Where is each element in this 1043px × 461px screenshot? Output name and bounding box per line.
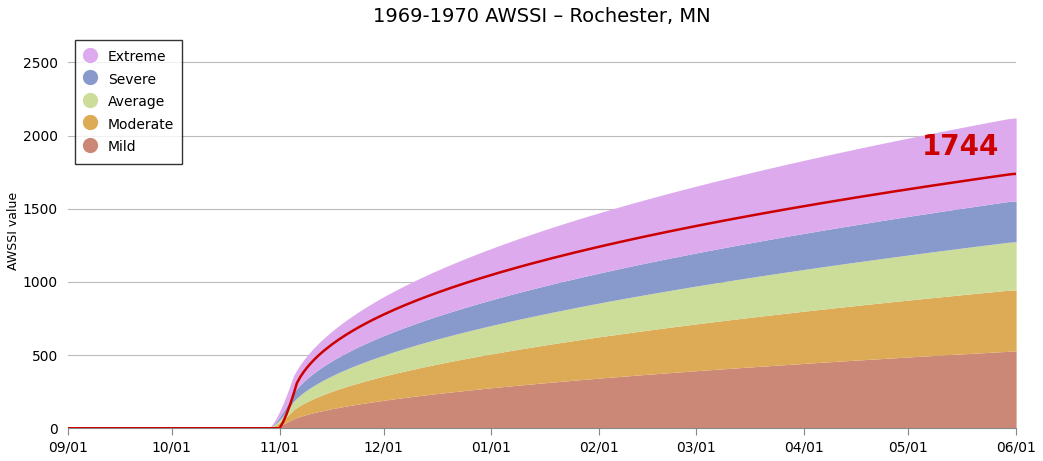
- Title: 1969-1970 AWSSI – Rochester, MN: 1969-1970 AWSSI – Rochester, MN: [373, 7, 710, 26]
- Legend: Extreme, Severe, Average, Moderate, Mild: Extreme, Severe, Average, Moderate, Mild: [74, 40, 183, 164]
- Y-axis label: AWSSI value: AWSSI value: [7, 192, 20, 270]
- Text: 1744: 1744: [922, 133, 999, 161]
